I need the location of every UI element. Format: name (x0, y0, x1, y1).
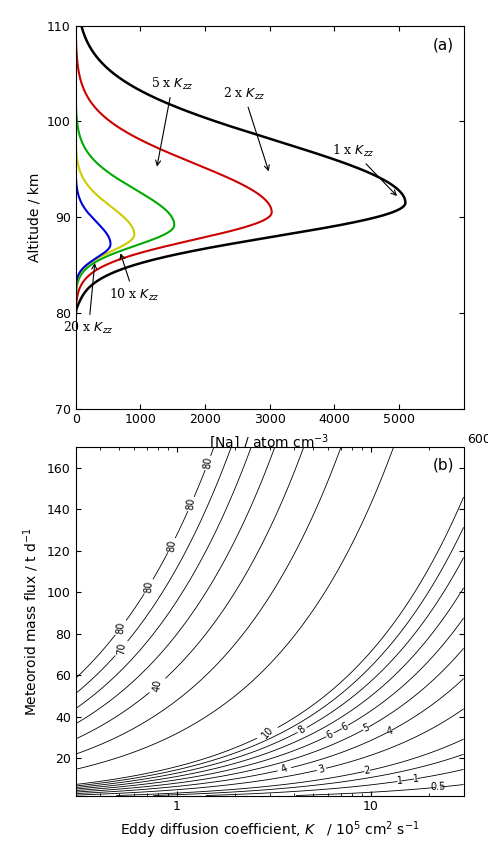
Text: 10 x $K_{zz}$: 10 x $K_{zz}$ (109, 255, 159, 303)
Text: 10: 10 (260, 725, 276, 740)
Text: 2 x $K_{zz}$: 2 x $K_{zz}$ (223, 85, 269, 170)
Text: 1: 1 (396, 776, 403, 786)
Text: 80: 80 (143, 580, 154, 593)
Text: 3: 3 (317, 764, 326, 775)
Text: 5: 5 (361, 722, 371, 734)
X-axis label: [Na] / atom cm$^{-3}$: [Na] / atom cm$^{-3}$ (209, 432, 330, 452)
Text: 0.5: 0.5 (429, 782, 446, 792)
Y-axis label: Altitude / km: Altitude / km (27, 173, 41, 261)
Text: (a): (a) (432, 37, 454, 52)
Text: 8: 8 (297, 724, 308, 736)
Text: 6: 6 (325, 729, 335, 740)
Text: 80: 80 (203, 457, 213, 470)
Text: 1: 1 (412, 773, 419, 784)
Y-axis label: Meteoroid mass flux / t d$^{-1}$: Meteoroid mass flux / t d$^{-1}$ (22, 527, 41, 716)
Text: 80: 80 (116, 621, 126, 634)
Text: 4: 4 (386, 726, 394, 737)
Text: 20 x $K_{zz}$: 20 x $K_{zz}$ (63, 264, 114, 336)
Text: 4: 4 (280, 764, 289, 775)
Text: 2: 2 (364, 765, 371, 777)
Text: (b): (b) (432, 458, 454, 473)
Text: 40: 40 (152, 679, 163, 692)
Text: 600: 600 (468, 433, 488, 446)
Text: 80: 80 (166, 538, 177, 551)
Text: 5 x $K_{zz}$: 5 x $K_{zz}$ (151, 76, 194, 165)
Text: 70: 70 (116, 642, 127, 654)
X-axis label: Eddy diffusion coefficient, $K$   / 10$^5$ cm$^2$ s$^{-1}$: Eddy diffusion coefficient, $K$ / 10$^5$… (120, 819, 419, 840)
Text: 1 x $K_{zz}$: 1 x $K_{zz}$ (332, 143, 396, 195)
Text: 80: 80 (185, 498, 197, 511)
Text: 6: 6 (340, 721, 350, 733)
